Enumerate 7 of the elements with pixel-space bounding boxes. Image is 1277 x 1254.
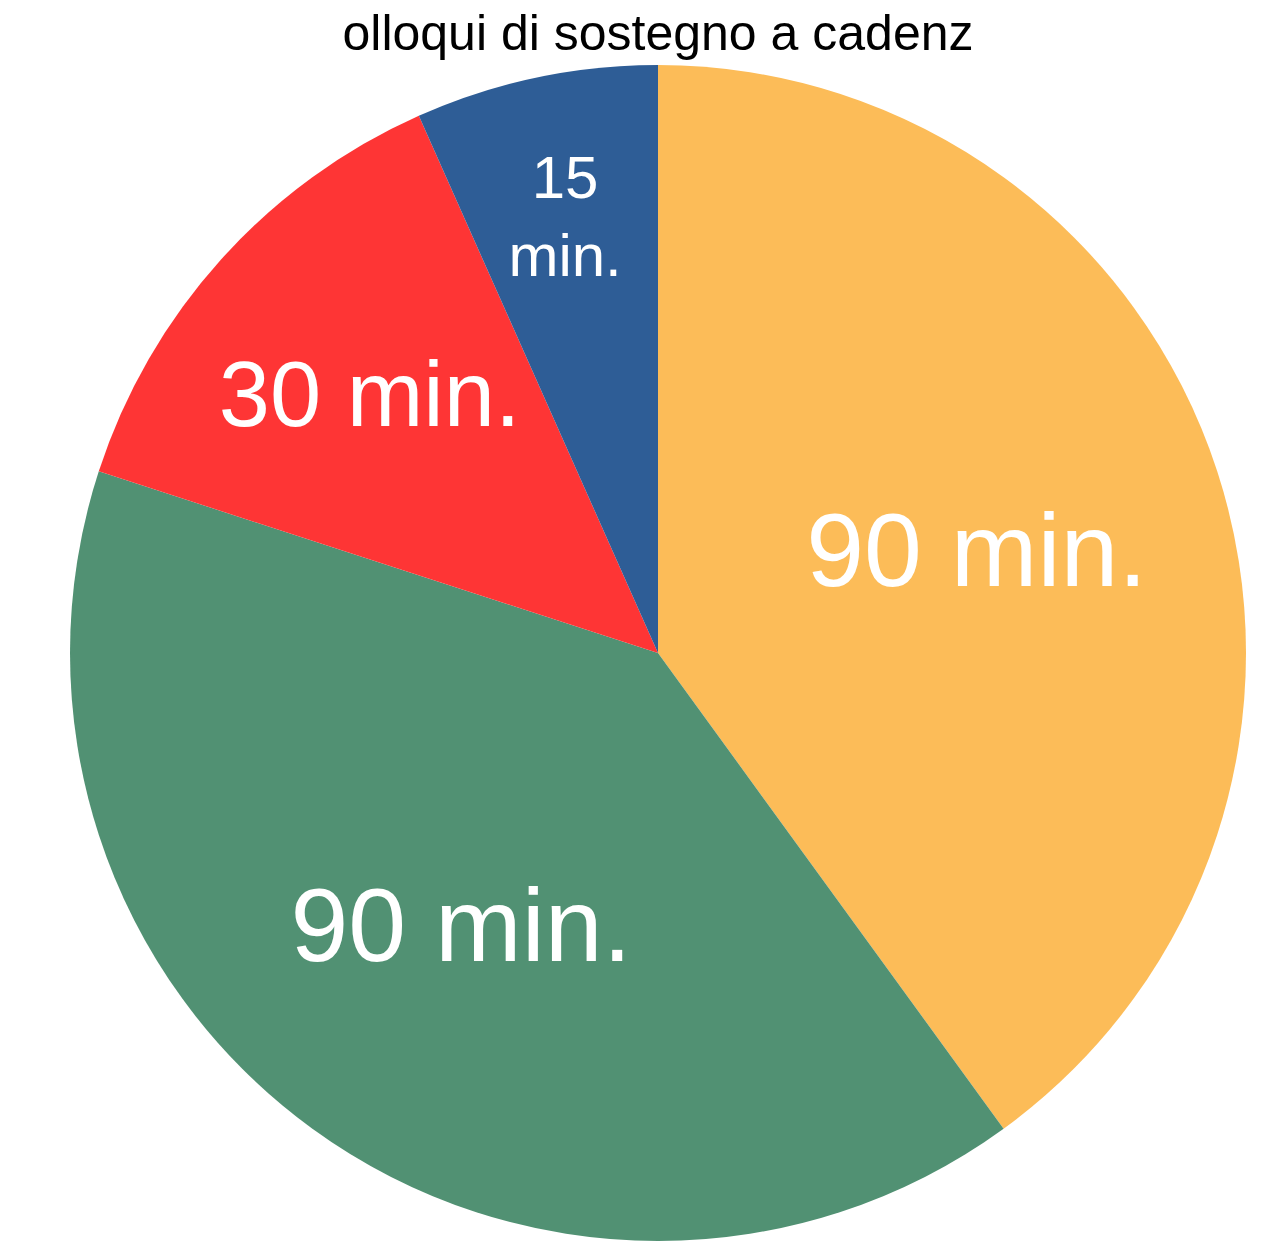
data-label: 30 min. [218,342,521,445]
chart-title: olloqui di sostegno a cadenz [342,5,974,61]
pie-slice [98,115,658,653]
data-label: 15 min. [508,143,622,289]
data-label: 90 min. [806,491,1148,608]
pie-slice [658,65,1245,1129]
data-label: 90 min. [290,866,632,983]
